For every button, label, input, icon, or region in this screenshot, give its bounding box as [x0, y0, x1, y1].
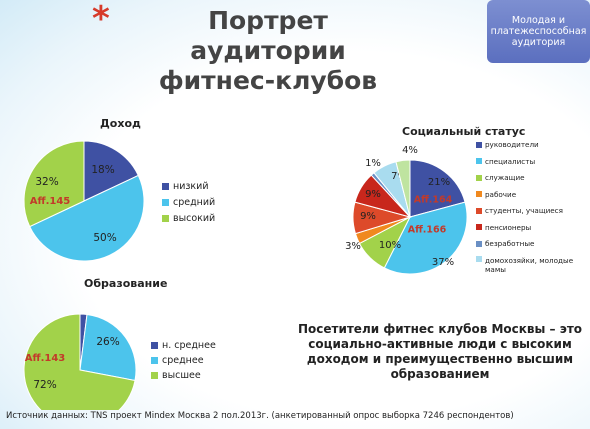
income-chart-title: Доход	[100, 117, 141, 130]
social-legend-swatch-3	[476, 191, 482, 197]
social-legend-item-1: специалисты	[476, 157, 535, 166]
education-legend-swatch-2	[151, 372, 158, 379]
social-legend-swatch-0	[476, 141, 482, 148]
social-legend-item-0: руководители	[476, 140, 539, 149]
education-pie-chart: 2% 26% 72% Aff.143	[23, 290, 137, 410]
social-legend-swatch-7	[476, 255, 482, 262]
social-legend-swatch-1	[476, 158, 482, 164]
social-annotation-1: Aff.166	[408, 225, 447, 236]
education-slice-label-2: 72%	[33, 379, 56, 391]
income-legend-label-0: низкий	[173, 181, 209, 192]
education-legend-label-0: н. среднее	[162, 340, 216, 351]
page-title-line2: фитнес-клубов	[158, 66, 378, 95]
social-slice-label-5: 9%	[365, 189, 381, 200]
education-slice-1	[79, 313, 137, 382]
income-slice-label-2: 32%	[35, 176, 58, 188]
page-title-line1: Портрет аудитории	[190, 6, 346, 65]
conclusion-text: Посетители фитнес клубов Москвы – это со…	[296, 322, 584, 382]
income-pie-chart: 18% 50% 32% Aff.145	[23, 140, 145, 262]
social-slice-label-6: 1%	[365, 158, 381, 169]
income-slice-2	[23, 140, 85, 228]
income-slice-1	[29, 174, 145, 262]
social-legend-item-2: служащие	[476, 173, 525, 182]
social-slice-label-1: 37%	[432, 257, 454, 268]
income-legend-item-0: низкий	[162, 181, 209, 192]
social-slice-label-7: 7%	[391, 171, 407, 182]
social-legend-item-4: студенты, учащиеся	[476, 206, 563, 215]
social-legend-label-1: специалисты	[485, 156, 536, 166]
social-legend-label-5: пенсионеры	[485, 222, 532, 232]
social-legend-item-6: безработные	[476, 239, 534, 248]
social-annotation-0: Aff.164	[414, 195, 453, 206]
conclusion-line4: образованием	[390, 367, 490, 381]
income-slice-label-0: 18%	[91, 164, 114, 176]
social-legend-item-3: рабочие	[476, 190, 516, 199]
education-legend-item-0: н. среднее	[151, 340, 216, 351]
social-legend-label-0: руководители	[485, 140, 539, 149]
education-legend-swatch-0	[151, 342, 158, 349]
audience-badge: Молодая и платежеспособная аудитория	[487, 0, 590, 63]
education-slice-label-1: 26%	[96, 336, 119, 348]
social-legend-swatch-5	[476, 224, 482, 230]
income-legend-item-1: средний	[162, 197, 215, 208]
income-legend-item-2: высокий	[162, 213, 215, 224]
social-slice-1	[383, 201, 468, 275]
badge-line1: Молодая и	[511, 15, 566, 26]
social-slice-label-3: 3%	[345, 241, 361, 252]
social-legend-swatch-4	[476, 207, 482, 214]
education-annotation-0: Aff.143	[25, 353, 66, 364]
social-legend-label-7: домохозяйки, молодые мамы	[485, 255, 574, 274]
social-slice-0	[409, 159, 466, 218]
income-legend-swatch-1	[162, 199, 169, 206]
social-slice-label-8: 4%	[402, 145, 418, 156]
education-legend-swatch-1	[151, 357, 158, 364]
social-slice-label-4: 9%	[360, 211, 376, 222]
page-title: Портрет аудитории фитнес-клубов	[138, 6, 398, 96]
conclusion-line3: доходом и преимущественно высшим	[306, 352, 574, 366]
social-legend-item-5: пенсионеры	[476, 223, 531, 232]
badge-line3: аудитория	[511, 37, 566, 48]
income-legend-label-2: высокий	[173, 213, 216, 224]
education-legend-label-2: высшее	[162, 370, 201, 381]
income-slice-0	[83, 140, 139, 202]
education-legend-item-2: высшее	[151, 370, 201, 381]
social-legend-label-2: служащие	[485, 173, 525, 182]
social-legend-label-4: студенты, учащиеся	[485, 206, 563, 215]
social-legend-label-6: безработные	[485, 239, 535, 248]
conclusion-line2: социально-активные люди с высоким	[308, 337, 572, 351]
income-slice-label-1: 50%	[93, 232, 116, 244]
education-slice-label-0: 2%	[75, 290, 92, 292]
social-legend-swatch-2	[476, 174, 482, 181]
income-legend-swatch-0	[162, 183, 169, 190]
social-legend-label-3: рабочие	[485, 189, 517, 199]
education-legend-label-1: среднее	[162, 355, 204, 366]
social-slice-label-0: 21%	[428, 177, 450, 188]
social-legend-item-7: домохозяйки, молодые мамы	[476, 255, 580, 274]
education-legend-item-1: среднее	[151, 355, 204, 366]
title-asterisk: *	[92, 0, 110, 39]
income-legend-swatch-2	[162, 215, 169, 222]
income-legend-label-1: средний	[173, 197, 216, 208]
education-slice-2	[23, 313, 136, 410]
income-annotation-0: Aff.145	[30, 196, 71, 207]
social-chart-title: Социальный статус	[402, 125, 526, 138]
source-note: Источник данных: TNS проект Mindex Москв…	[6, 411, 514, 421]
social-slice-label-2: 10%	[379, 240, 401, 251]
social-legend-swatch-6	[476, 240, 482, 247]
badge-line2: платежеспособная	[490, 26, 587, 37]
social-slice-8	[395, 159, 411, 218]
education-chart-title: Образование	[84, 277, 168, 290]
social-status-pie-chart: 21% 37% 10% 3% 9% 9% 1% 7% 4% Aff.164 Aff.166	[345, 145, 468, 275]
conclusion-line1: Посетители фитнес клубов Москвы – это	[297, 322, 583, 336]
